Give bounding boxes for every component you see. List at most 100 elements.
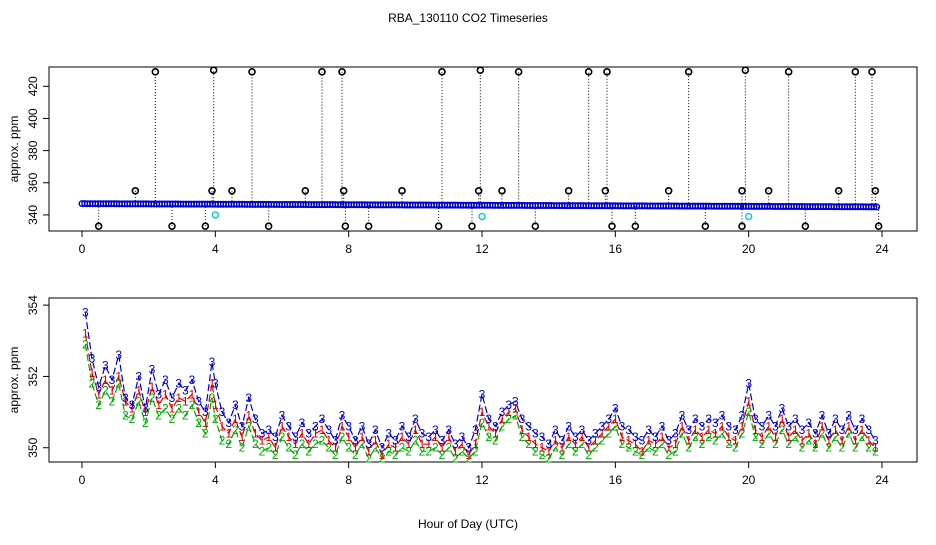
- series-2-marker: 2: [552, 441, 559, 455]
- series-1-marker: 1: [845, 419, 852, 433]
- x-tick-label: 12: [475, 473, 489, 487]
- series-3-marker: 3: [599, 419, 606, 433]
- baseline-point: [873, 203, 881, 211]
- outlier-point: [601, 187, 610, 195]
- series-3-marker: 3: [265, 423, 272, 437]
- series-3-marker: 3: [765, 409, 772, 423]
- x-tick-label: 20: [742, 242, 756, 256]
- outlier-point: [608, 222, 616, 230]
- series-2-marker: 2: [772, 437, 779, 451]
- series-3-marker: 3: [245, 391, 252, 405]
- series-1-marker: 1: [332, 441, 339, 455]
- series-1-marker: 1: [519, 423, 526, 437]
- top-outlier-markers: [94, 66, 883, 230]
- series-3-marker: 3: [239, 419, 246, 433]
- series-2-marker: 2: [639, 448, 646, 462]
- series-3-marker: 3: [465, 441, 472, 455]
- series-3-marker: 3: [485, 412, 492, 426]
- outlier-point: [264, 222, 273, 230]
- series-2-marker: 2: [579, 437, 586, 451]
- series-1-marker: 1: [552, 434, 559, 448]
- series-3-marker: 3: [412, 412, 419, 426]
- series-2-marker: 2: [129, 412, 136, 426]
- series-1-marker: 1: [765, 419, 772, 433]
- series-1-marker: 1: [219, 419, 226, 433]
- series-2-marker: 2: [352, 448, 359, 462]
- series-1-marker: 1: [492, 426, 499, 440]
- series-2-marker: 2: [372, 441, 379, 455]
- x-tick-label: 24: [875, 242, 889, 256]
- series-3-marker: 3: [109, 373, 116, 387]
- series-2-marker: 2: [392, 448, 399, 462]
- series-2-marker: 2: [585, 448, 592, 462]
- series-2-marker: 2: [725, 437, 732, 451]
- series-1-marker: 1: [189, 387, 196, 401]
- x-tick-label: 24: [875, 473, 889, 487]
- series-2-marker: 2: [405, 444, 412, 458]
- series-2-marker: 2: [759, 437, 766, 451]
- series-3-marker: 3: [272, 430, 279, 444]
- series-3-marker: 3: [519, 412, 526, 426]
- series-1-marker: 1: [665, 441, 672, 455]
- series-2-marker: 2: [149, 391, 156, 405]
- outlier-point: [738, 222, 746, 230]
- series-1-marker: 1: [212, 398, 219, 412]
- top-ylabel: approx. ppm: [7, 116, 21, 183]
- series-2-marker: 2: [652, 444, 659, 458]
- outlier-point: [168, 222, 176, 230]
- cyan-point: [478, 212, 486, 221]
- series-2-marker: 2: [699, 437, 706, 451]
- series-3-marker: 3: [232, 398, 239, 412]
- series-1-marker: 1: [505, 405, 512, 419]
- series-3-marker: 3: [699, 419, 706, 433]
- series-2-marker: 2: [599, 434, 606, 448]
- series-1-marker: 1: [619, 430, 626, 444]
- x-tick-label: 4: [212, 473, 219, 487]
- series-3-marker: 3: [279, 409, 286, 423]
- series-2-marker: 2: [812, 441, 819, 455]
- series-2-marker: 2: [285, 441, 292, 455]
- series-3-marker: 3: [135, 369, 142, 383]
- series-1-marker: 1: [859, 423, 866, 437]
- series-3-marker: 3: [385, 426, 392, 440]
- series-3-marker: 3: [825, 426, 832, 440]
- series-3-marker: 3: [565, 419, 572, 433]
- series-2-marker: 2: [419, 444, 426, 458]
- series-3-marker: 3: [212, 377, 219, 391]
- series-1-marker: 1: [825, 434, 832, 448]
- series-2-marker: 2: [195, 416, 202, 430]
- series-3-marker: 3: [359, 419, 366, 433]
- series-3-marker: 3: [345, 419, 352, 433]
- series-2-marker: 2: [359, 437, 366, 451]
- series-1-marker: 1: [155, 398, 162, 412]
- series-2-marker: 2: [182, 409, 189, 423]
- series-1-marker: 1: [279, 419, 286, 433]
- series-1-marker: 1: [652, 437, 659, 451]
- series-2-marker: 2: [122, 409, 129, 423]
- series-1-marker: 1: [89, 366, 96, 380]
- series-3-marker: 3: [639, 434, 646, 448]
- series-2-marker: 2: [712, 434, 719, 448]
- series-1-marker: 1: [445, 430, 452, 444]
- series-2-line: [84, 344, 876, 460]
- series-2-marker: 2: [839, 441, 846, 455]
- series-1-marker: 1: [169, 402, 176, 416]
- series-2-marker: 2: [785, 437, 792, 451]
- series-3-marker: 3: [285, 419, 292, 433]
- bottom-series-lines: [84, 312, 876, 460]
- series-2-marker: 2: [732, 441, 739, 455]
- y-tick-label: 360: [26, 172, 40, 192]
- series-1-marker: 1: [452, 444, 459, 458]
- outlier-point: [741, 66, 750, 75]
- series-3-marker: 3: [805, 416, 812, 430]
- series-1-marker: 1: [565, 430, 572, 444]
- outlier-point: [131, 187, 140, 195]
- series-2-marker: 2: [265, 441, 272, 455]
- series-1-marker: 1: [352, 441, 359, 455]
- series-3-marker: 3: [325, 423, 332, 437]
- series-2-marker: 2: [115, 377, 122, 391]
- series-2-marker: 2: [155, 409, 162, 423]
- series-1-marker: 1: [465, 448, 472, 462]
- series-3-marker: 3: [505, 398, 512, 412]
- outlier-point: [209, 66, 218, 75]
